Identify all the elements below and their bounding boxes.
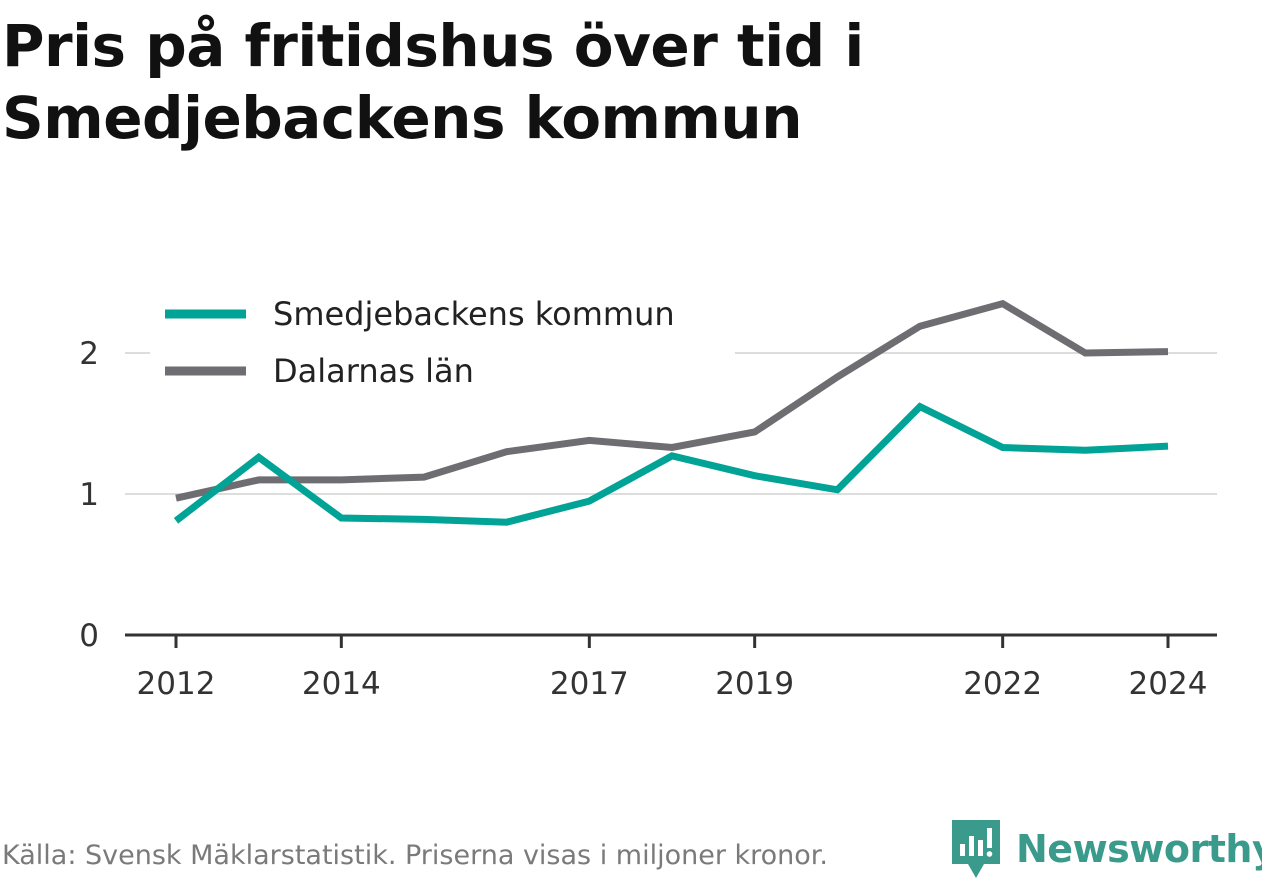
y-axis-ticks: 0 1 2: [79, 336, 99, 654]
legend-label: Dalarnas län: [273, 352, 474, 390]
x-tick-label: 2017: [550, 666, 629, 702]
brand-name: Newsworthy: [1016, 827, 1262, 871]
series-line-smedjebacken: [176, 407, 1168, 523]
legend-label: Smedjebackens kommun: [273, 295, 675, 333]
y-tick-label: 2: [79, 336, 99, 372]
source-note: Källa: Svensk Mäklarstatistik. Priserna …: [2, 840, 828, 871]
newsworthy-logo-icon: [950, 818, 1002, 880]
x-axis-ticks: 2012 2014 2017 2019 2022 2024: [137, 635, 1208, 702]
chart-title: Pris på fritidshus över tid i Smedjeback…: [2, 10, 1002, 154]
x-tick-label: 2012: [137, 666, 216, 702]
y-tick-label: 0: [79, 618, 99, 654]
x-tick-label: 2019: [715, 666, 794, 702]
x-tick-label: 2014: [302, 666, 381, 702]
legend: Smedjebackens kommun Dalarnas län: [150, 290, 735, 400]
y-tick-label: 1: [79, 477, 99, 513]
brand-logo: Newsworthy: [950, 818, 1262, 880]
x-tick-label: 2022: [963, 666, 1042, 702]
x-tick-label: 2024: [1129, 666, 1208, 702]
